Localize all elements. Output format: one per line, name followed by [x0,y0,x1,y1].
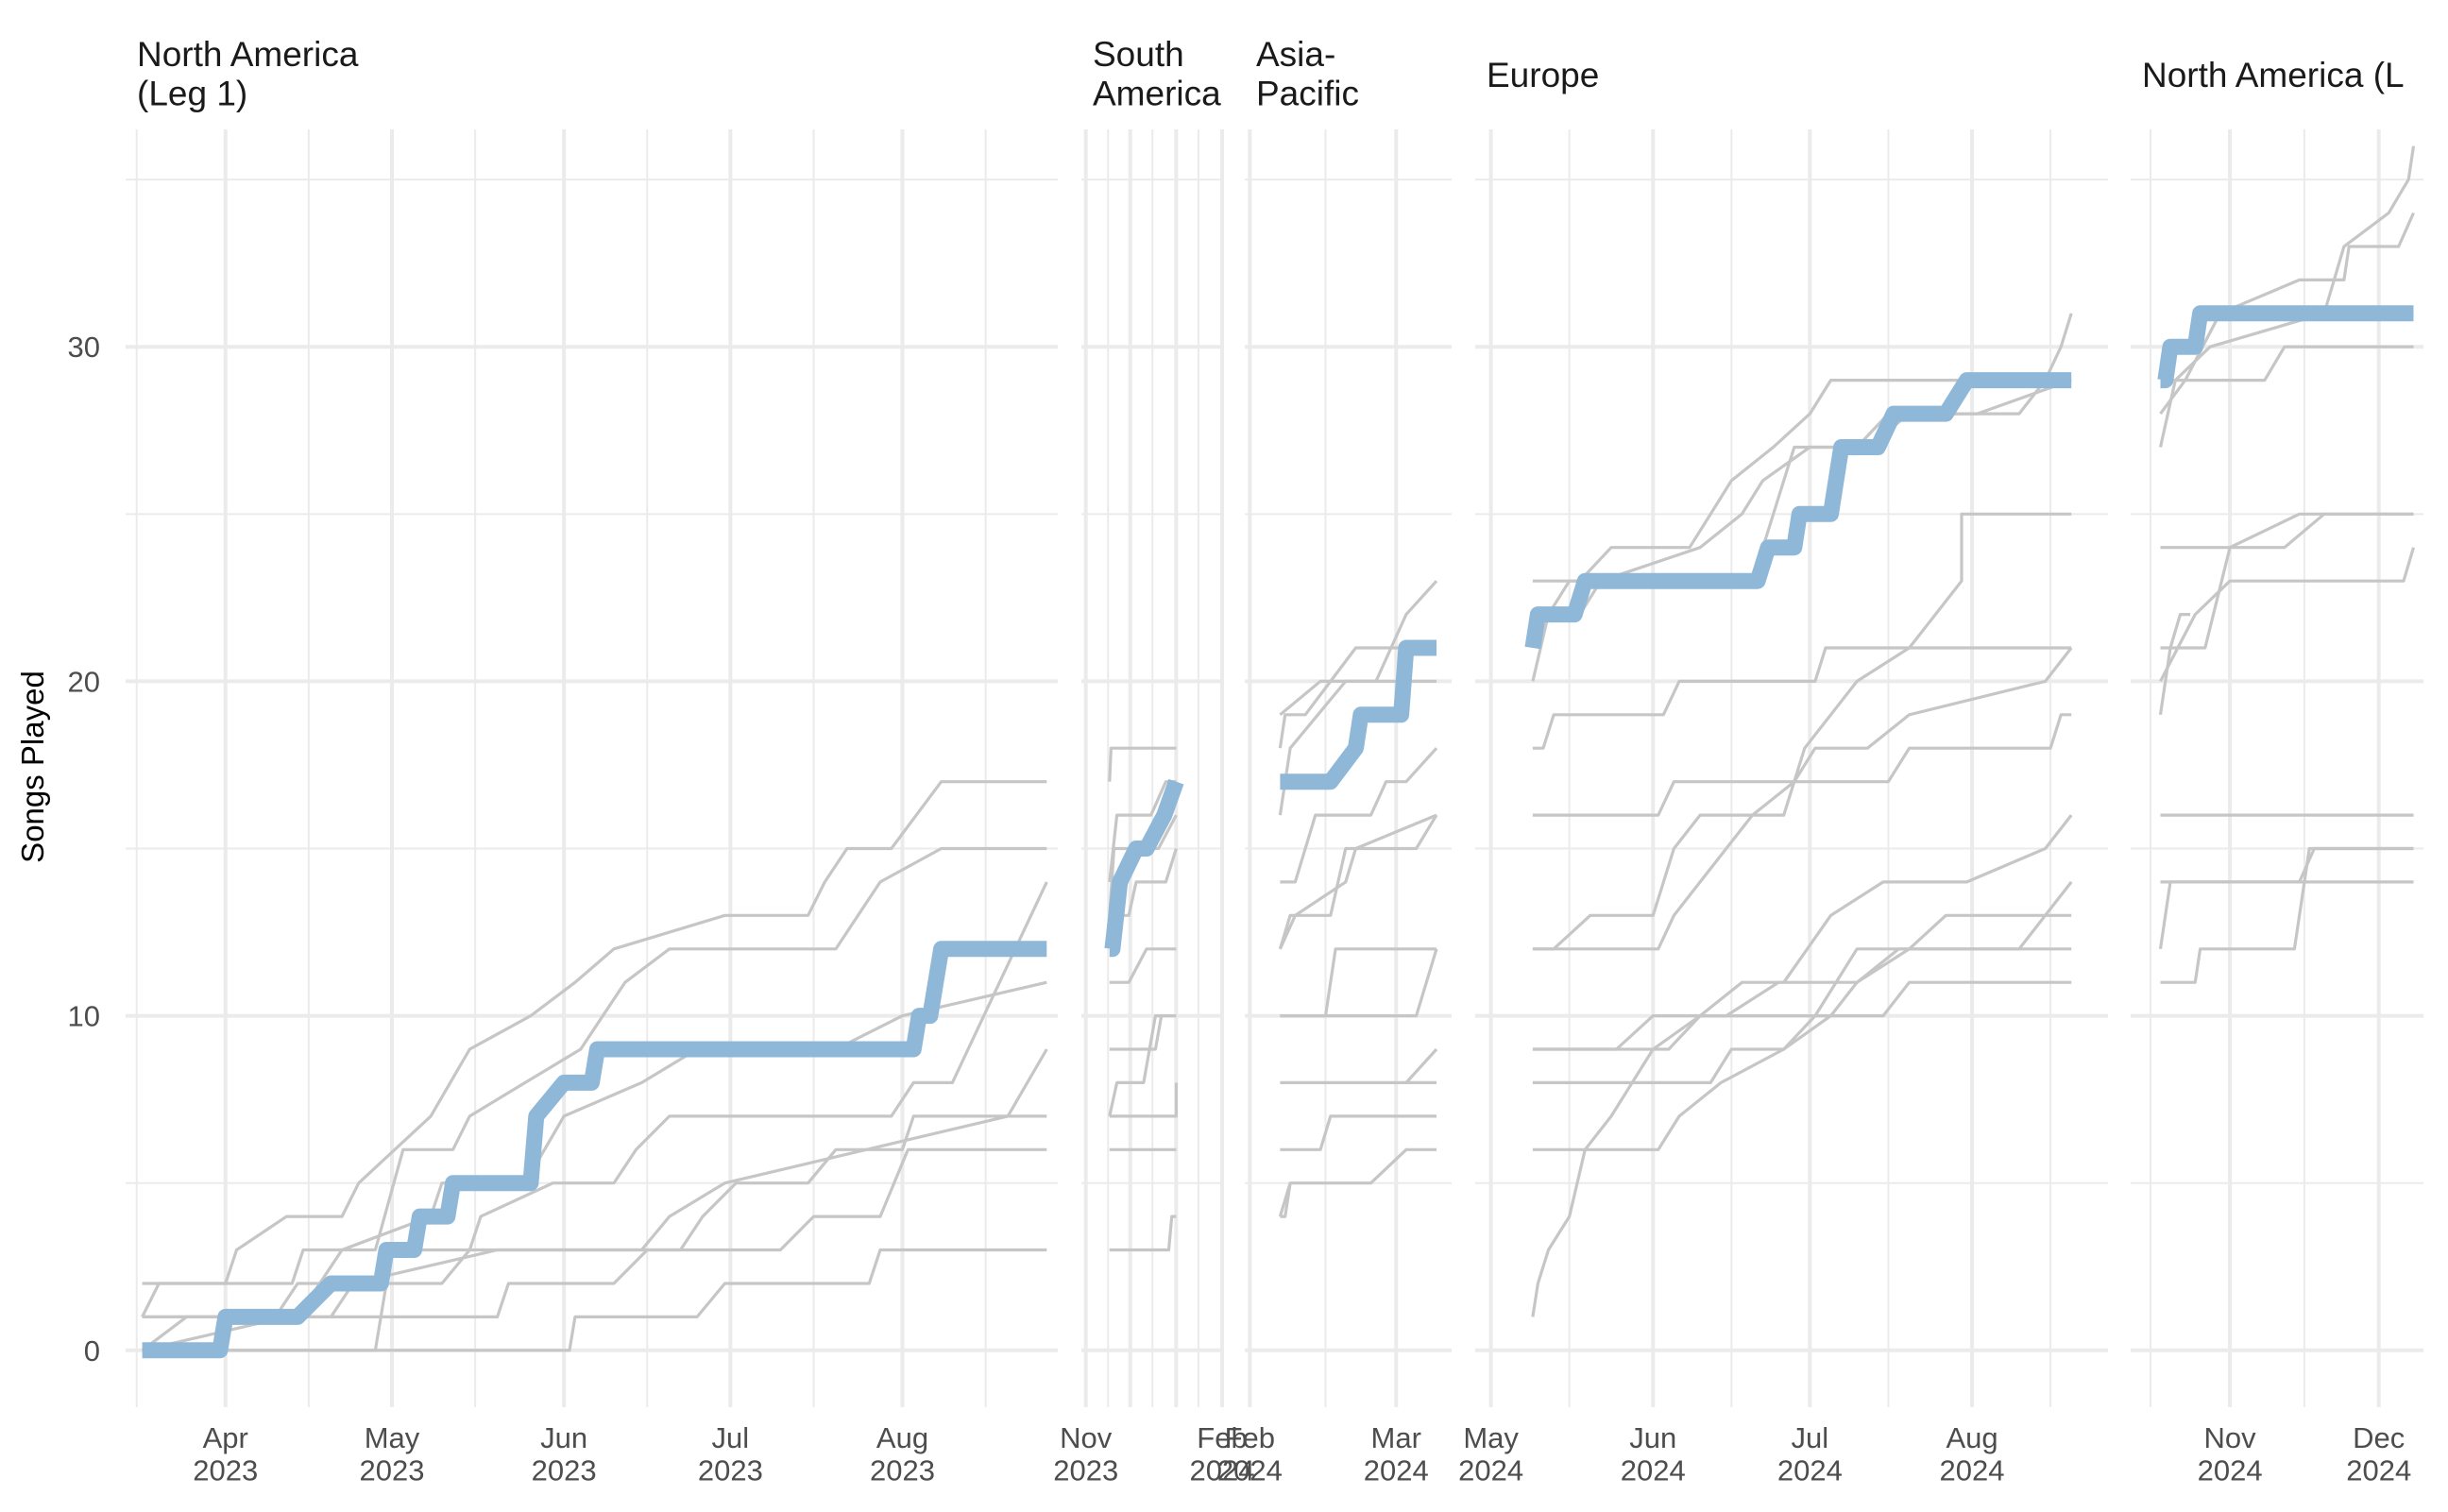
other-song-line [142,780,1047,1285]
panel-grid [126,129,1058,1407]
panel-highlight-line [1104,778,1184,958]
highlight-song-line [1104,778,1184,958]
other-song-line [1280,1114,1436,1151]
highlight-song-layer [142,305,2414,1359]
other-song-line [2158,612,2191,716]
other-song-line [1278,1147,1436,1217]
x-tick-label: Jul 2023 [698,1421,763,1487]
x-tick-label: Jun 2023 [532,1421,597,1487]
x-tick-label: Aug 2023 [870,1421,935,1487]
panel-other-lines [1531,313,2073,1317]
panel-grid [1081,129,1224,1407]
facet-label: Europe [1487,56,1599,94]
panel-other-lines [2158,145,2416,984]
other-song-line [1531,947,2072,1317]
facet-label: North America (L [2142,56,2405,94]
panel-highlight-line [142,941,1047,1359]
x-tick-label: May 2024 [1458,1421,1523,1487]
other-song-line [1109,1082,1179,1118]
x-tick-label: May 2023 [360,1421,425,1487]
other-song-line [142,1114,1047,1319]
facet-label: North America (Leg 1) [137,35,359,112]
y-tick-label: 20 [68,665,100,698]
x-tick-label: Apr 2023 [193,1421,258,1487]
other-song-line [2160,512,2414,650]
facet-label: Asia-Pacific [1256,35,1359,112]
highlight-song-line [1524,372,2072,650]
other-song-line [2158,145,2416,448]
other-song-line [1278,813,1437,950]
other-song-line [1532,814,2073,1051]
x-tick-label: Jul 2024 [1777,1421,1843,1487]
other-song-line [1109,1013,1177,1051]
other-song-line [1280,747,1438,884]
x-tick-label: Feb 2024 [1217,1421,1283,1487]
other-song-line [142,1147,1047,1352]
x-tick-label: Aug 2024 [1940,1421,2005,1487]
other-song-line [142,881,1048,1352]
other-song-line [1280,1182,1292,1218]
highlight-song-line [1280,639,1436,790]
other-song-line [1532,313,2073,617]
facet-label: South America [1093,35,1221,112]
x-tick-label: Nov 2023 [1053,1421,1118,1487]
highlight-song-line [2157,305,2414,389]
grid-layer [126,129,2423,1407]
other-song-line [142,1248,1047,1352]
x-tick-label: Jun 2024 [1621,1421,1686,1487]
y-tick-label: 0 [84,1334,100,1368]
x-tick-label: Nov 2024 [2198,1421,2263,1487]
other-song-line [1532,980,2072,1151]
other-song-line [1280,947,1436,1018]
other-song-line [2159,212,2415,416]
panel-highlight-line [1280,639,1436,790]
other-song-line [1278,814,1438,950]
other-song-line [1532,913,2072,1085]
other-song-line [1532,379,2072,583]
other-song-line [141,846,1047,1318]
y-tick-label: 10 [68,1000,100,1033]
panel-highlight-line [1524,372,2072,650]
other-song-line [2160,345,2414,382]
other-song-line [1532,880,2073,1051]
highlight-song-line [142,941,1047,1359]
y-axis-title: Songs Played [15,671,50,863]
other-song-line [1109,1215,1177,1252]
x-tick-label: Mar 2024 [1364,1421,1429,1487]
other-song-line [2160,846,2414,984]
other-song-line [1108,1013,1162,1117]
other-song-line [1532,646,2072,750]
y-tick-label: 30 [68,331,100,364]
panel-other-lines [1278,580,1438,1218]
other-song-line [2159,547,2416,683]
other-songs-layer [141,145,2416,1352]
other-song-line [1404,1047,1438,1084]
other-song-line [1532,713,2072,817]
other-song-line [1532,647,2073,951]
other-song-line [2158,880,2414,950]
other-song-line [2160,846,2414,884]
other-song-line [1108,746,1177,782]
other-song-line [1109,947,1177,984]
x-tick-label: Dec 2024 [2346,1421,2411,1487]
other-song-line [1278,646,1436,749]
other-song-line [142,1048,1048,1319]
labels-layer: 0 10 20 30 North America (Leg 1) Apr 2023 May 202… [68,35,2412,1487]
panel-highlight-line [2157,305,2414,389]
other-song-line [1280,948,1438,1018]
x-tick-label: Feb 2024 [1190,1421,1255,1487]
